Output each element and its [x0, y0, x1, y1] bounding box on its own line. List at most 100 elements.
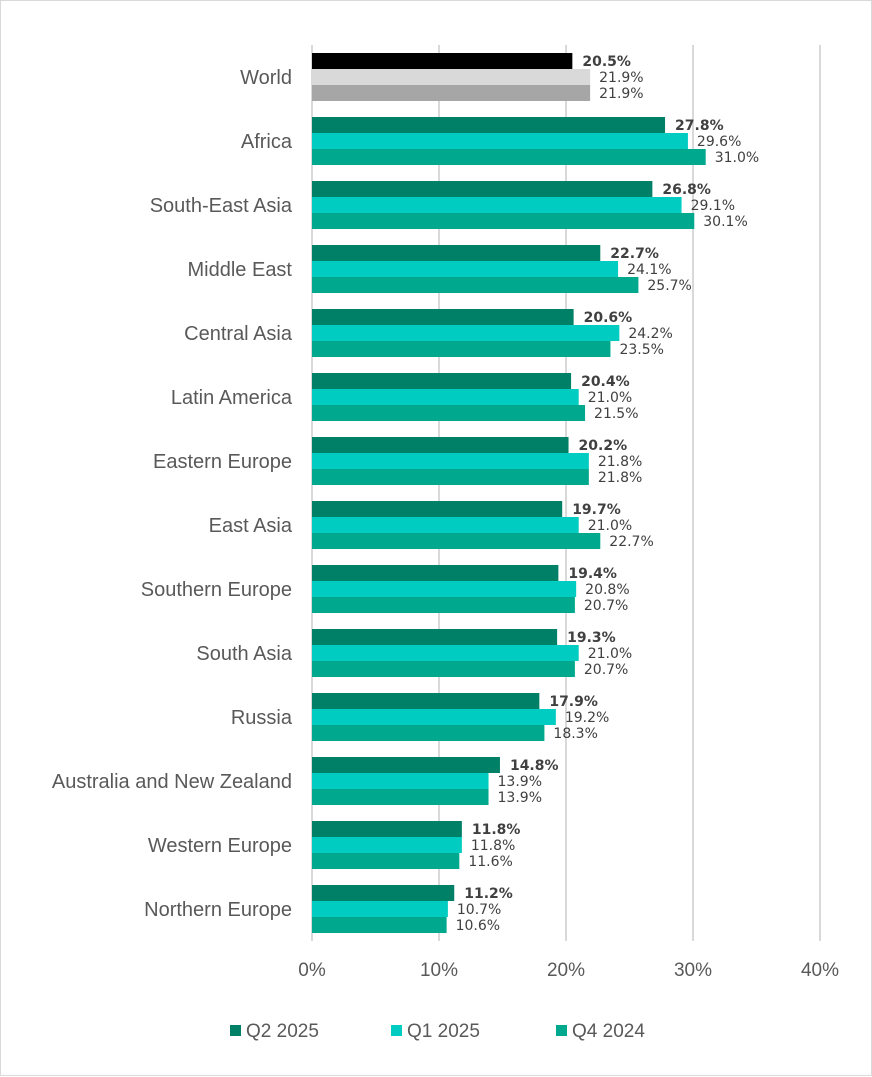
category-label: Northern Europe	[144, 899, 292, 921]
category-label: Latin America	[171, 387, 293, 409]
data-label: 27.8%	[675, 118, 724, 134]
bar	[312, 437, 569, 453]
data-label: 11.6%	[468, 854, 512, 870]
data-label: 20.7%	[584, 598, 628, 614]
bar	[312, 709, 556, 725]
data-label: 21.9%	[599, 70, 643, 86]
x-tick-label: 30%	[674, 960, 712, 981]
bar	[312, 917, 447, 933]
data-label: 21.5%	[594, 406, 638, 422]
data-label: 20.2%	[579, 438, 628, 454]
category-label: Australia and New Zealand	[52, 771, 292, 793]
bar	[312, 533, 601, 549]
category-label: Russia	[231, 707, 293, 729]
data-label: 19.2%	[565, 710, 609, 726]
legend-label: Q4 2024	[572, 1021, 645, 1042]
data-label: 29.6%	[697, 134, 741, 150]
bar	[312, 197, 682, 213]
bar	[312, 517, 579, 533]
data-label: 29.1%	[691, 198, 735, 214]
bar	[312, 405, 586, 421]
bar	[312, 901, 448, 917]
x-tick-label: 40%	[801, 960, 839, 981]
legend-label: Q2 2025	[246, 1021, 319, 1042]
data-label: 24.2%	[628, 326, 672, 342]
legend-swatch	[391, 1025, 402, 1036]
category-label: Middle East	[188, 259, 293, 281]
legend-swatch	[230, 1025, 241, 1036]
category-label: Western Europe	[148, 835, 292, 857]
data-label: 30.1%	[703, 214, 747, 230]
bar	[312, 373, 572, 389]
legend-swatch	[556, 1025, 567, 1036]
data-label: 19.3%	[567, 630, 616, 646]
bar	[312, 117, 666, 133]
data-label: 10.6%	[456, 918, 500, 934]
data-label: 22.7%	[609, 534, 653, 550]
data-label: 20.8%	[585, 582, 629, 598]
data-label: 21.9%	[599, 86, 643, 102]
bar	[312, 261, 619, 277]
bar	[312, 693, 540, 709]
category-label: South-East Asia	[150, 195, 293, 217]
bar	[312, 565, 559, 581]
data-label: 21.8%	[598, 454, 642, 470]
bar	[312, 133, 688, 149]
data-label: 20.7%	[584, 662, 628, 678]
data-label: 22.7%	[610, 246, 659, 262]
bar	[312, 597, 575, 613]
bar	[312, 469, 589, 485]
data-label: 21.0%	[588, 646, 632, 662]
data-label: 10.7%	[457, 902, 501, 918]
category-label: World	[240, 67, 292, 89]
category-label: Africa	[241, 131, 293, 153]
x-tick-label: 0%	[298, 960, 326, 981]
x-tick-label: 10%	[420, 960, 458, 981]
bar	[312, 85, 591, 101]
bar	[312, 69, 591, 85]
data-label: 21.0%	[588, 390, 632, 406]
data-label: 13.9%	[498, 774, 542, 790]
bar	[312, 53, 573, 69]
bar	[312, 645, 579, 661]
category-label: South Asia	[196, 643, 293, 665]
data-label: 21.8%	[598, 470, 642, 486]
bar	[312, 149, 706, 165]
data-label: 11.2%	[464, 886, 513, 902]
bar	[312, 853, 460, 869]
data-label: 11.8%	[472, 822, 521, 838]
bar	[312, 757, 500, 773]
data-label: 20.5%	[582, 54, 631, 70]
bar	[312, 341, 611, 357]
data-label: 17.9%	[549, 694, 598, 710]
bar	[312, 581, 577, 597]
bar	[312, 661, 575, 677]
category-label: Eastern Europe	[153, 451, 292, 473]
bar	[312, 181, 653, 197]
bar	[312, 213, 695, 229]
x-tick-label: 20%	[547, 960, 585, 981]
bar	[312, 821, 462, 837]
data-label: 23.5%	[619, 342, 663, 358]
category-label: Central Asia	[184, 323, 293, 345]
legend-label: Q1 2025	[407, 1021, 480, 1042]
bar	[312, 789, 489, 805]
data-label: 13.9%	[498, 790, 542, 806]
category-label: East Asia	[209, 515, 293, 537]
bar	[312, 325, 620, 341]
data-label: 20.6%	[584, 310, 633, 326]
data-label: 14.8%	[510, 758, 559, 774]
bar	[312, 837, 462, 853]
data-label: 21.0%	[588, 518, 632, 534]
data-label: 20.4%	[581, 374, 630, 390]
bar	[312, 501, 563, 517]
bar	[312, 245, 601, 261]
data-label: 19.4%	[568, 566, 617, 582]
data-label: 25.7%	[647, 278, 691, 294]
category-label: Southern Europe	[141, 579, 292, 601]
bar	[312, 629, 558, 645]
bar	[312, 389, 579, 405]
data-label: 19.7%	[572, 502, 621, 518]
data-label: 26.8%	[662, 182, 711, 198]
